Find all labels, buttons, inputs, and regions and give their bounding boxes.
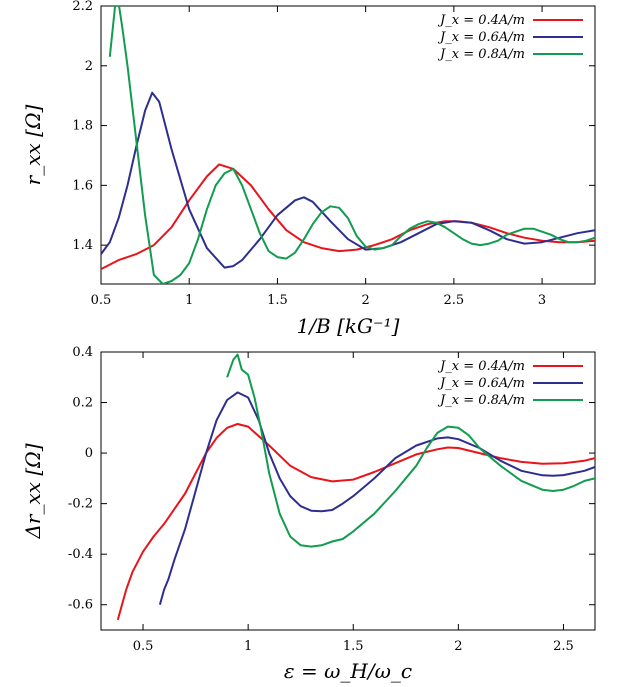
legend-label-1: J_x = 0.4A/m (437, 13, 525, 28)
x-tick-label: 2.5 (553, 639, 574, 654)
legend-label-2: J_x = 0.6A/m (437, 30, 525, 45)
y-ticks-bottom: -0.6 -0.4 -0.2 0 0.2 0.4 (68, 345, 595, 613)
panel-top-rxx-vs-inverse-b: 0.5 1 1.5 2 2.5 3 1.41.61.822.2 J_x = 0.4A/mJ… (21, 0, 596, 338)
y-tick-label: 2 (85, 59, 93, 74)
series-line-3 (108, 6, 595, 284)
series-line-2 (101, 91, 595, 269)
y-tick-label: 0.2 (72, 396, 93, 411)
x-ticks-top: 0.5 1 1.5 2 2.5 3 (91, 6, 546, 308)
legend-label-3: J_x = 0.8A/m (437, 393, 525, 408)
y-tick-label: -0.6 (68, 598, 93, 613)
y-tick-label: -0.2 (68, 497, 93, 512)
y-axis-label-bottom: Δr_xx [Ω] (21, 443, 45, 539)
y-tick-label: 2.2 (72, 0, 93, 14)
x-tick-label: 2 (362, 293, 370, 308)
y-axis-label-top: r_xx [Ω] (21, 104, 45, 185)
series-line-2 (158, 391, 595, 605)
y-tick-label: 1.6 (72, 178, 93, 193)
x-tick-label: 1.5 (343, 639, 364, 654)
x-tick-label: 0.5 (91, 293, 112, 308)
legend-top: J_x = 0.4A/m J_x = 0.6A/m J_x = 0.8A/m (437, 13, 583, 62)
x-tick-label: 3 (538, 293, 546, 308)
legend-label-2: J_x = 0.6A/m (437, 376, 525, 391)
series-line-1 (116, 423, 595, 621)
x-tick-label: 2 (454, 639, 462, 654)
x-tick-label: 1 (185, 293, 193, 308)
x-tick-label: 0.5 (133, 639, 154, 654)
plot-frame-top (100, 5, 596, 285)
y-tick-label: 1.8 (72, 119, 93, 134)
legend-bottom: J_x = 0.4A/m J_x = 0.6A/m J_x = 0.8A/m (437, 359, 583, 408)
plot-frame-bottom (100, 351, 596, 631)
x-axis-label-bottom: ε = ω_H/ω_c (284, 659, 412, 683)
y-tick-label: 1.4 (72, 238, 93, 253)
y-tick-label: 0.4 (72, 345, 93, 360)
y-tick-label: 0 (85, 446, 93, 461)
lines-top (101, 6, 595, 284)
x-tick-label: 1 (244, 639, 252, 654)
lines-bottom (116, 353, 595, 621)
y-ticks-top: 1.4 1.6 1.8 2 2.2 (72, 0, 595, 253)
series-line-3 (226, 353, 595, 548)
x-ticks-bottom: 0.5 1 1.5 2 2.5 (133, 352, 574, 654)
x-tick-label: 2.5 (444, 293, 465, 308)
y-tick-label: -0.4 (68, 547, 93, 562)
panel-bottom-delta-rxx-vs-epsilon: 0.5 1 1.5 2 2.5 -0.6 -0.4 -0.2 0 0.2 0.4 J_x = 0.… (21, 345, 596, 683)
x-axis-label-top: 1/B [kG⁻¹] (297, 314, 400, 338)
x-tick-label: 1.5 (267, 293, 288, 308)
legend-label-3: J_x = 0.8A/m (437, 47, 525, 62)
legend-label-1: J_x = 0.4A/m (437, 359, 525, 374)
